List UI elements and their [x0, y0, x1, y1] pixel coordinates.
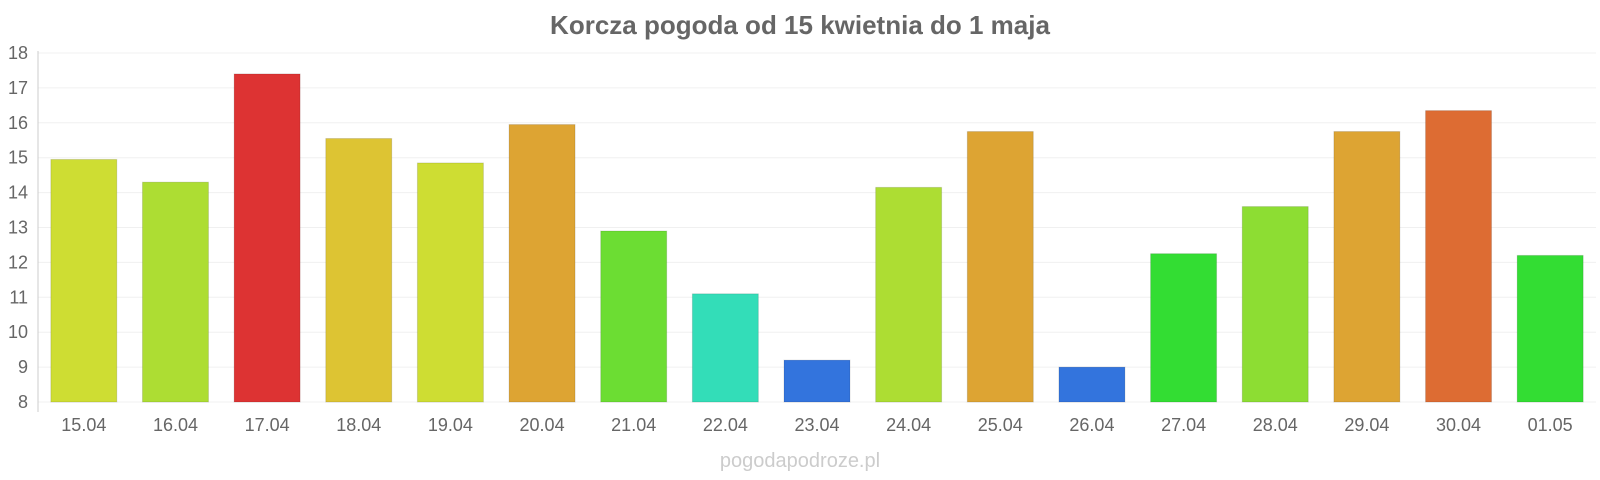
x-tick-label: 29.04: [1344, 415, 1389, 435]
x-tick-label: 19.04: [428, 415, 473, 435]
x-tick-label: 21.04: [611, 415, 656, 435]
bars: [50, 73, 1584, 403]
bar-25.04[interactable]: [966, 131, 1034, 403]
x-tick-label: 24.04: [886, 415, 931, 435]
y-tick-label: 9: [18, 357, 28, 377]
y-tick-label: 12: [8, 252, 28, 272]
chart-title: Korcza pogoda od 15 kwietnia do 1 maja: [550, 10, 1050, 40]
bar-22.04[interactable]: [691, 293, 759, 403]
x-tick-label: 23.04: [794, 415, 839, 435]
x-tick-label: 17.04: [245, 415, 290, 435]
x-tick-label: 25.04: [978, 415, 1023, 435]
x-tick-label: 01.05: [1528, 415, 1573, 435]
bar-17.04[interactable]: [233, 73, 301, 403]
x-tick-label: 22.04: [703, 415, 748, 435]
bar-27.04[interactable]: [1150, 253, 1218, 403]
y-tick-label: 8: [18, 392, 28, 412]
bar-15.04[interactable]: [50, 158, 118, 403]
x-tick-label: 15.04: [61, 415, 106, 435]
y-tick-label: 10: [8, 322, 28, 342]
bar-20.04[interactable]: [508, 124, 576, 403]
bar-18.04[interactable]: [325, 138, 393, 403]
x-tick-labels: 15.04 16.04 17.04 18.04 19.04 20.04 21.04 22.04…: [61, 415, 1572, 435]
watermark: pogodapodroze.pl: [719, 450, 881, 472]
y-tick-label: 17: [8, 78, 28, 98]
y-tick-label: 13: [8, 218, 28, 238]
x-tick-label: 18.04: [336, 415, 381, 435]
x-tick-label: 30.04: [1436, 415, 1481, 435]
bar-29.04[interactable]: [1333, 131, 1401, 403]
x-tick-label: 28.04: [1253, 415, 1298, 435]
bar-21.04[interactable]: [600, 230, 668, 403]
bar-23.04[interactable]: [783, 359, 851, 403]
bar-30.04[interactable]: [1425, 110, 1493, 403]
x-tick-label: 20.04: [520, 415, 565, 435]
y-tick-labels: 8 9 10 11 12 13 14 15 16 17 18: [8, 43, 28, 412]
bar-24.04[interactable]: [875, 186, 943, 403]
y-tick-label: 14: [8, 183, 28, 203]
x-tick-label: 26.04: [1069, 415, 1114, 435]
y-tick-label: 11: [9, 287, 28, 307]
x-tick-label: 16.04: [153, 415, 198, 435]
y-tick-label: 18: [8, 43, 28, 63]
y-tick-label: 15: [8, 148, 28, 168]
bar-01.05[interactable]: [1516, 254, 1584, 403]
bar-26.04[interactable]: [1058, 366, 1126, 403]
x-tick-label: 27.04: [1161, 415, 1206, 435]
bar-28.04[interactable]: [1241, 206, 1309, 403]
bar-19.04[interactable]: [416, 162, 484, 403]
bar-16.04[interactable]: [141, 181, 209, 403]
y-tick-label: 16: [8, 113, 28, 133]
